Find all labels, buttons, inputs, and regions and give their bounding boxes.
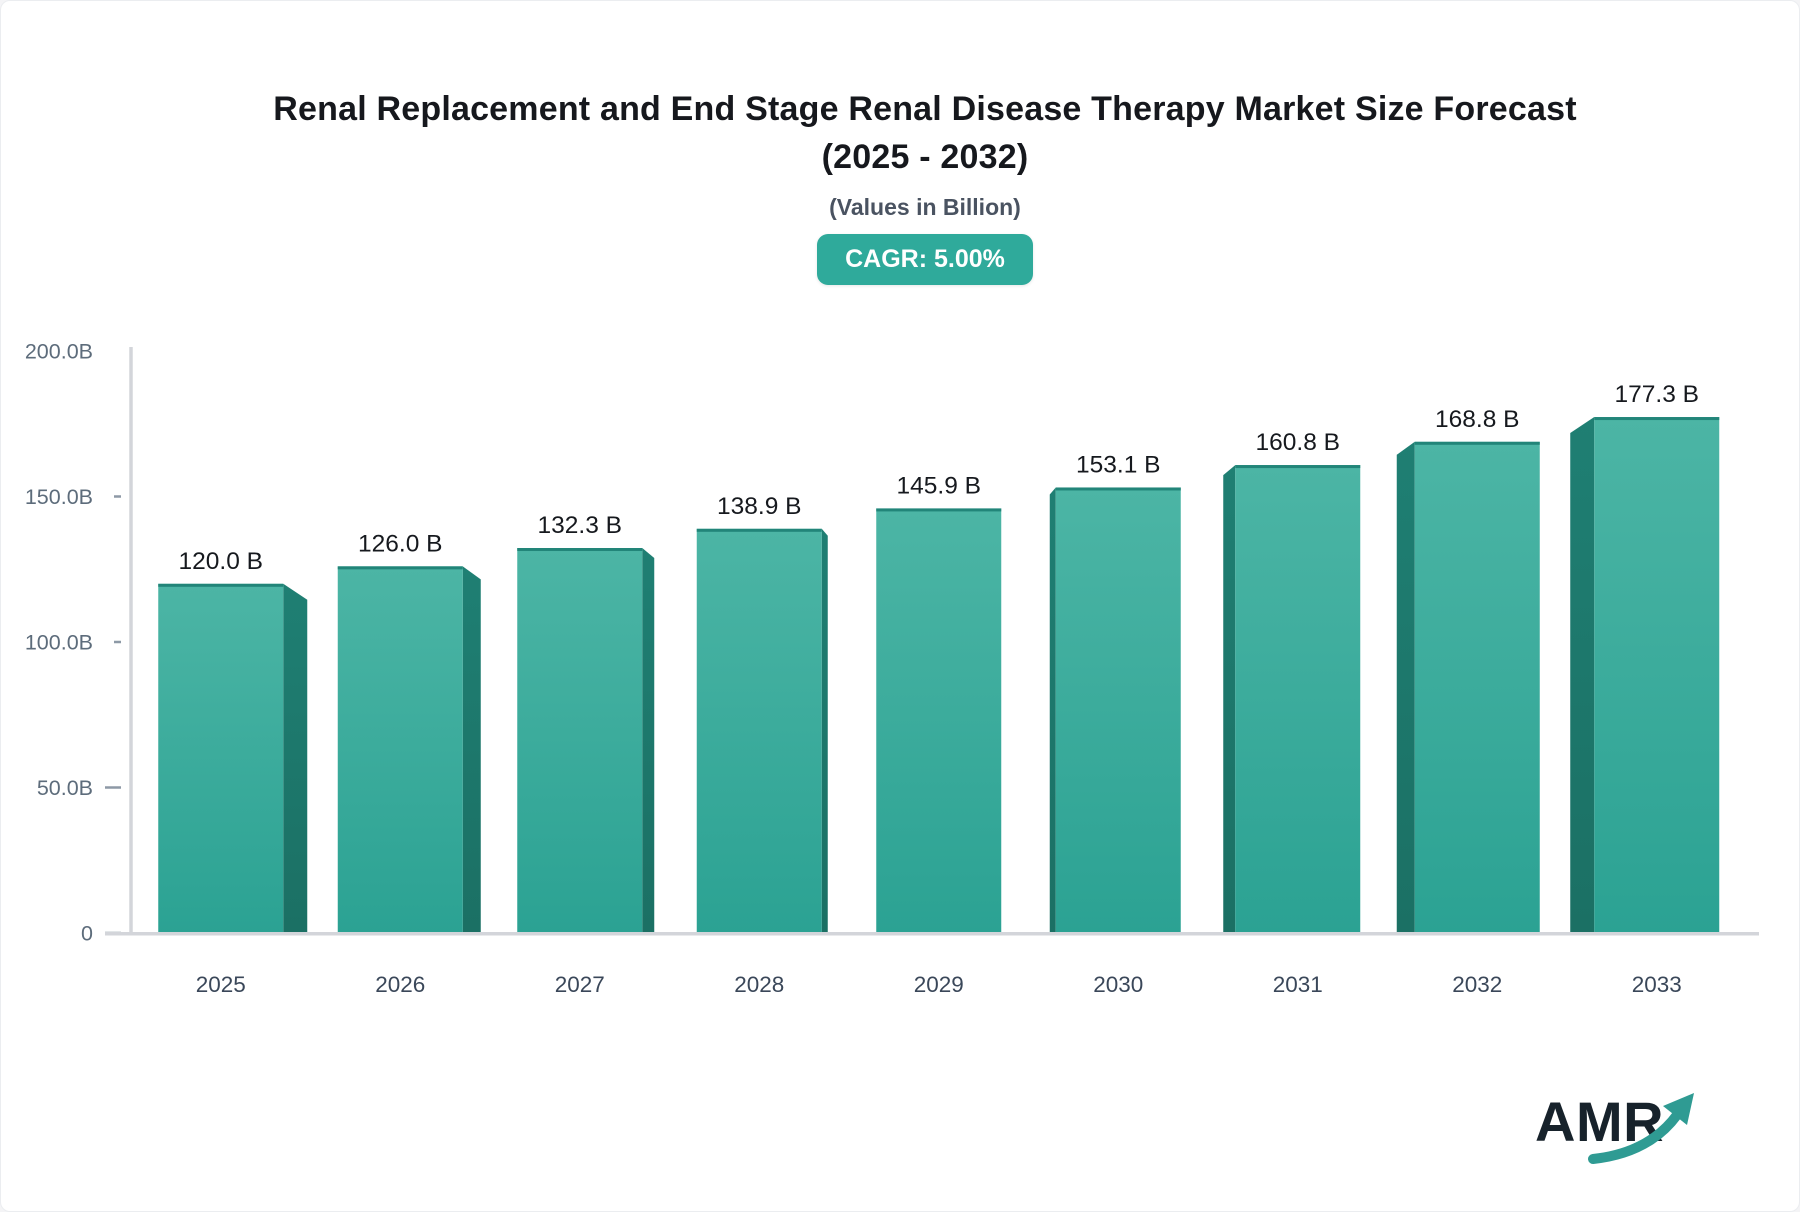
bar-front-face [517, 548, 643, 933]
y-tick-mark [114, 495, 121, 498]
bar-2033[interactable]: 177.3 B 2033 [1570, 381, 1720, 997]
y-axis-label: 50.0B [37, 776, 93, 800]
x-axis-label: 2033 [1632, 972, 1682, 997]
bar-front-face [876, 508, 1002, 933]
y-axis-label: 100.0B [25, 631, 93, 655]
chart-title-line1: Renal Replacement and End Stage Renal Di… [273, 90, 1577, 128]
y-axis-label: 150.0B [25, 485, 93, 509]
x-axis-line [105, 932, 1759, 936]
x-axis-label: 2026 [375, 972, 425, 997]
x-axis-label: 2027 [555, 972, 605, 997]
bar-value-label: 168.8 B [1435, 406, 1519, 433]
x-axis-label: 2029 [914, 972, 964, 997]
chart-title-line2: (2025 - 2032) [821, 138, 1029, 176]
bar-front-face [696, 528, 822, 933]
bar-value-label: 177.3 B [1615, 381, 1699, 408]
x-axis-label: 2028 [734, 972, 784, 997]
bar-side-face [1049, 487, 1056, 933]
bar-2030[interactable]: 153.1 B 2030 [1049, 451, 1181, 997]
bar-2028[interactable]: 138.9 B 2028 [696, 493, 828, 997]
y-axis-line [129, 347, 133, 935]
bar-side-face [821, 528, 828, 933]
bar-front-face [158, 583, 284, 933]
bar-front-face [337, 566, 463, 933]
bar-side-face [1396, 441, 1415, 933]
bar-top-edge [337, 566, 463, 570]
bar-front-face [1235, 465, 1361, 933]
bar-side-face [462, 566, 481, 933]
chart-subtitle: (Values in Billion) [829, 194, 1021, 220]
bar-value-label: 120.0 B [179, 548, 263, 575]
bar-top-edge [158, 583, 284, 587]
x-axis-label: 2025 [196, 972, 246, 997]
y-tick-mark [105, 786, 121, 789]
bar-side-face [1223, 465, 1236, 933]
x-axis-label: 2030 [1093, 972, 1143, 997]
bar-value-label: 153.1 B [1076, 451, 1160, 478]
y-axis-label: 200.0B [25, 340, 93, 364]
bar-2032[interactable]: 168.8 B 2032 [1396, 406, 1540, 997]
y-tick-mark [114, 640, 121, 644]
bar-top-edge [696, 528, 822, 532]
cagr-badge: CAGR: 5.00% [817, 234, 1033, 285]
bar-top-edge [1594, 417, 1720, 421]
bar-2029[interactable]: 145.9 B 2029 [876, 472, 1002, 997]
bar-top-edge [1055, 487, 1181, 491]
bar-value-label: 126.0 B [358, 530, 442, 557]
y-axis-label: 0 [81, 922, 93, 946]
bar-side-face [283, 583, 308, 933]
bar-front-face [1414, 441, 1540, 933]
bar-value-label: 160.8 B [1256, 429, 1340, 456]
chart-header: Renal Replacement and End Stage Renal Di… [1, 1, 1799, 285]
bar-side-face [1570, 417, 1595, 933]
bar-value-label: 138.9 B [717, 493, 801, 520]
bar-front-face [1594, 417, 1720, 933]
bar-front-face [1055, 487, 1181, 933]
bar-top-edge [876, 508, 1002, 512]
bar-top-edge [1235, 465, 1361, 469]
x-axis-label: 2031 [1273, 972, 1323, 997]
bar-2025[interactable]: 120.0 B 2025 [158, 548, 308, 997]
bar-top-edge [517, 548, 643, 552]
amr-logo-arrow-icon [1588, 1093, 1694, 1164]
bar-side-face [642, 548, 655, 933]
bar-value-label: 132.3 B [538, 512, 622, 539]
x-axis-label: 2032 [1452, 972, 1502, 997]
bar-2026[interactable]: 126.0 B 2026 [337, 530, 481, 997]
amr-logo: AMR [1529, 1087, 1759, 1182]
bar-2027[interactable]: 132.3 B 2027 [517, 512, 655, 997]
bar-value-label: 145.9 B [897, 472, 981, 499]
bar-top-edge [1414, 441, 1540, 445]
bar-2031[interactable]: 160.8 B 2031 [1223, 429, 1361, 997]
